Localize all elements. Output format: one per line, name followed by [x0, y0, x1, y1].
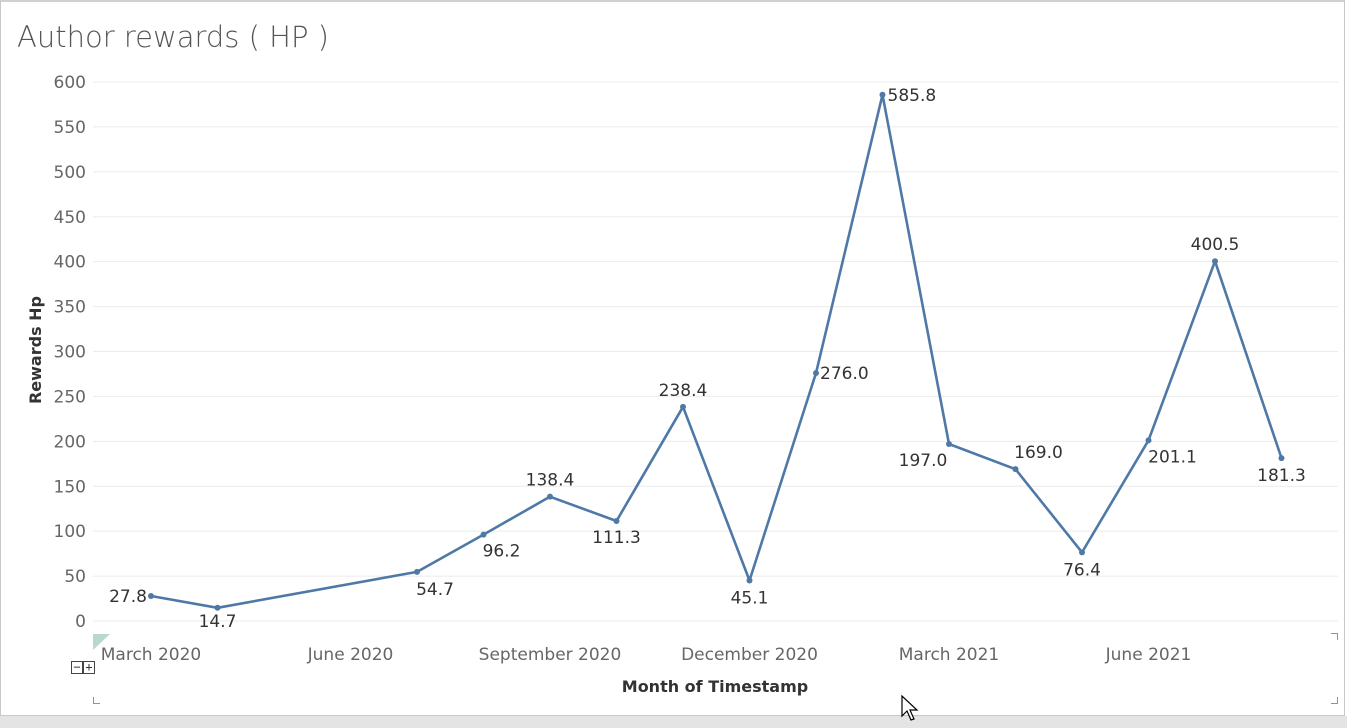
x-tick-label: June 2020 [307, 645, 394, 665]
data-label: 111.3 [592, 528, 641, 548]
data-label: 54.7 [416, 580, 454, 600]
data-point [214, 604, 221, 611]
y-tick-label: 50 [64, 567, 86, 587]
data-label: 27.8 [109, 587, 147, 607]
data-label: 96.2 [483, 542, 521, 562]
data-point [414, 568, 420, 575]
data-point [680, 403, 686, 410]
x-tick-label: December 2020 [681, 645, 818, 665]
data-label: 400.5 [1191, 235, 1240, 255]
y-tick-label: 150 [54, 477, 86, 497]
data-label: 238.4 [659, 381, 708, 401]
series-line [150, 93, 1283, 610]
selection-corner-tr [1331, 633, 1338, 640]
y-tick-label: 0 [75, 612, 86, 632]
data-labels: 27.8 14.7 54.7 96.2 138.4 111.3 238.4 45.1 276.0… [109, 86, 1306, 632]
y-tick-label: 500 [54, 163, 86, 183]
data-point [613, 518, 620, 525]
data-label: 138.4 [526, 471, 575, 491]
x-tick-label: September 2020 [479, 645, 622, 665]
data-label: 276.0 [820, 364, 869, 384]
y-tick-label: 550 [54, 118, 86, 138]
y-tick-label: 300 [54, 343, 86, 363]
x-tick-label: June 2021 [1105, 645, 1192, 665]
y-tick-label: 100 [54, 522, 86, 542]
x-axis: March 2020 June 2020 September 2020 Decembe… [101, 645, 1192, 665]
y-tick-label: 250 [54, 387, 86, 407]
data-point [813, 370, 819, 377]
zoom-out-button[interactable]: − [71, 661, 83, 674]
data-point [547, 493, 553, 500]
data-point [148, 593, 154, 600]
chart-title: Author rewards ( HP ) [17, 20, 329, 54]
data-label: 76.4 [1063, 560, 1101, 580]
data-point [1012, 466, 1019, 473]
data-point [746, 577, 753, 584]
x-tick-label: March 2021 [899, 645, 1000, 665]
data-point [879, 91, 886, 98]
selection-corner-br [1331, 697, 1338, 704]
data-label: 197.0 [899, 451, 948, 471]
data-label: 14.7 [199, 612, 237, 632]
y-axis-title: Rewards Hp [26, 296, 45, 404]
x-tick-label: March 2020 [101, 645, 202, 665]
selection-corner-bl [93, 697, 100, 704]
zoom-in-button[interactable]: + [83, 661, 95, 674]
mouse-cursor-icon [901, 694, 919, 721]
data-point [1079, 549, 1085, 556]
x-axis-title: Month of Timestamp [622, 677, 808, 696]
y-axis: 0 50 100 150 200 250 300 350 400 450 500 550 600 [54, 73, 86, 632]
series-rewards [148, 91, 1285, 611]
zoom-controls[interactable]: − + [71, 661, 95, 674]
data-point [1278, 455, 1285, 462]
data-label: 169.0 [1014, 443, 1063, 463]
y-tick-label: 450 [54, 208, 86, 228]
data-label: 585.8 [888, 86, 937, 106]
y-tick-label: 600 [54, 73, 86, 93]
data-point [1212, 258, 1218, 265]
y-tick-label: 200 [54, 432, 86, 452]
data-point [946, 441, 952, 448]
gridlines [93, 81, 1338, 622]
y-tick-label: 350 [54, 298, 86, 318]
window-bottom-strip [0, 716, 1347, 728]
data-label: 181.3 [1257, 466, 1306, 486]
data-label: 45.1 [731, 588, 769, 608]
data-point [480, 531, 487, 538]
data-label: 201.1 [1148, 447, 1197, 467]
data-point [1145, 437, 1152, 444]
axis-corner-marker [93, 634, 110, 650]
y-tick-label: 400 [54, 253, 86, 273]
